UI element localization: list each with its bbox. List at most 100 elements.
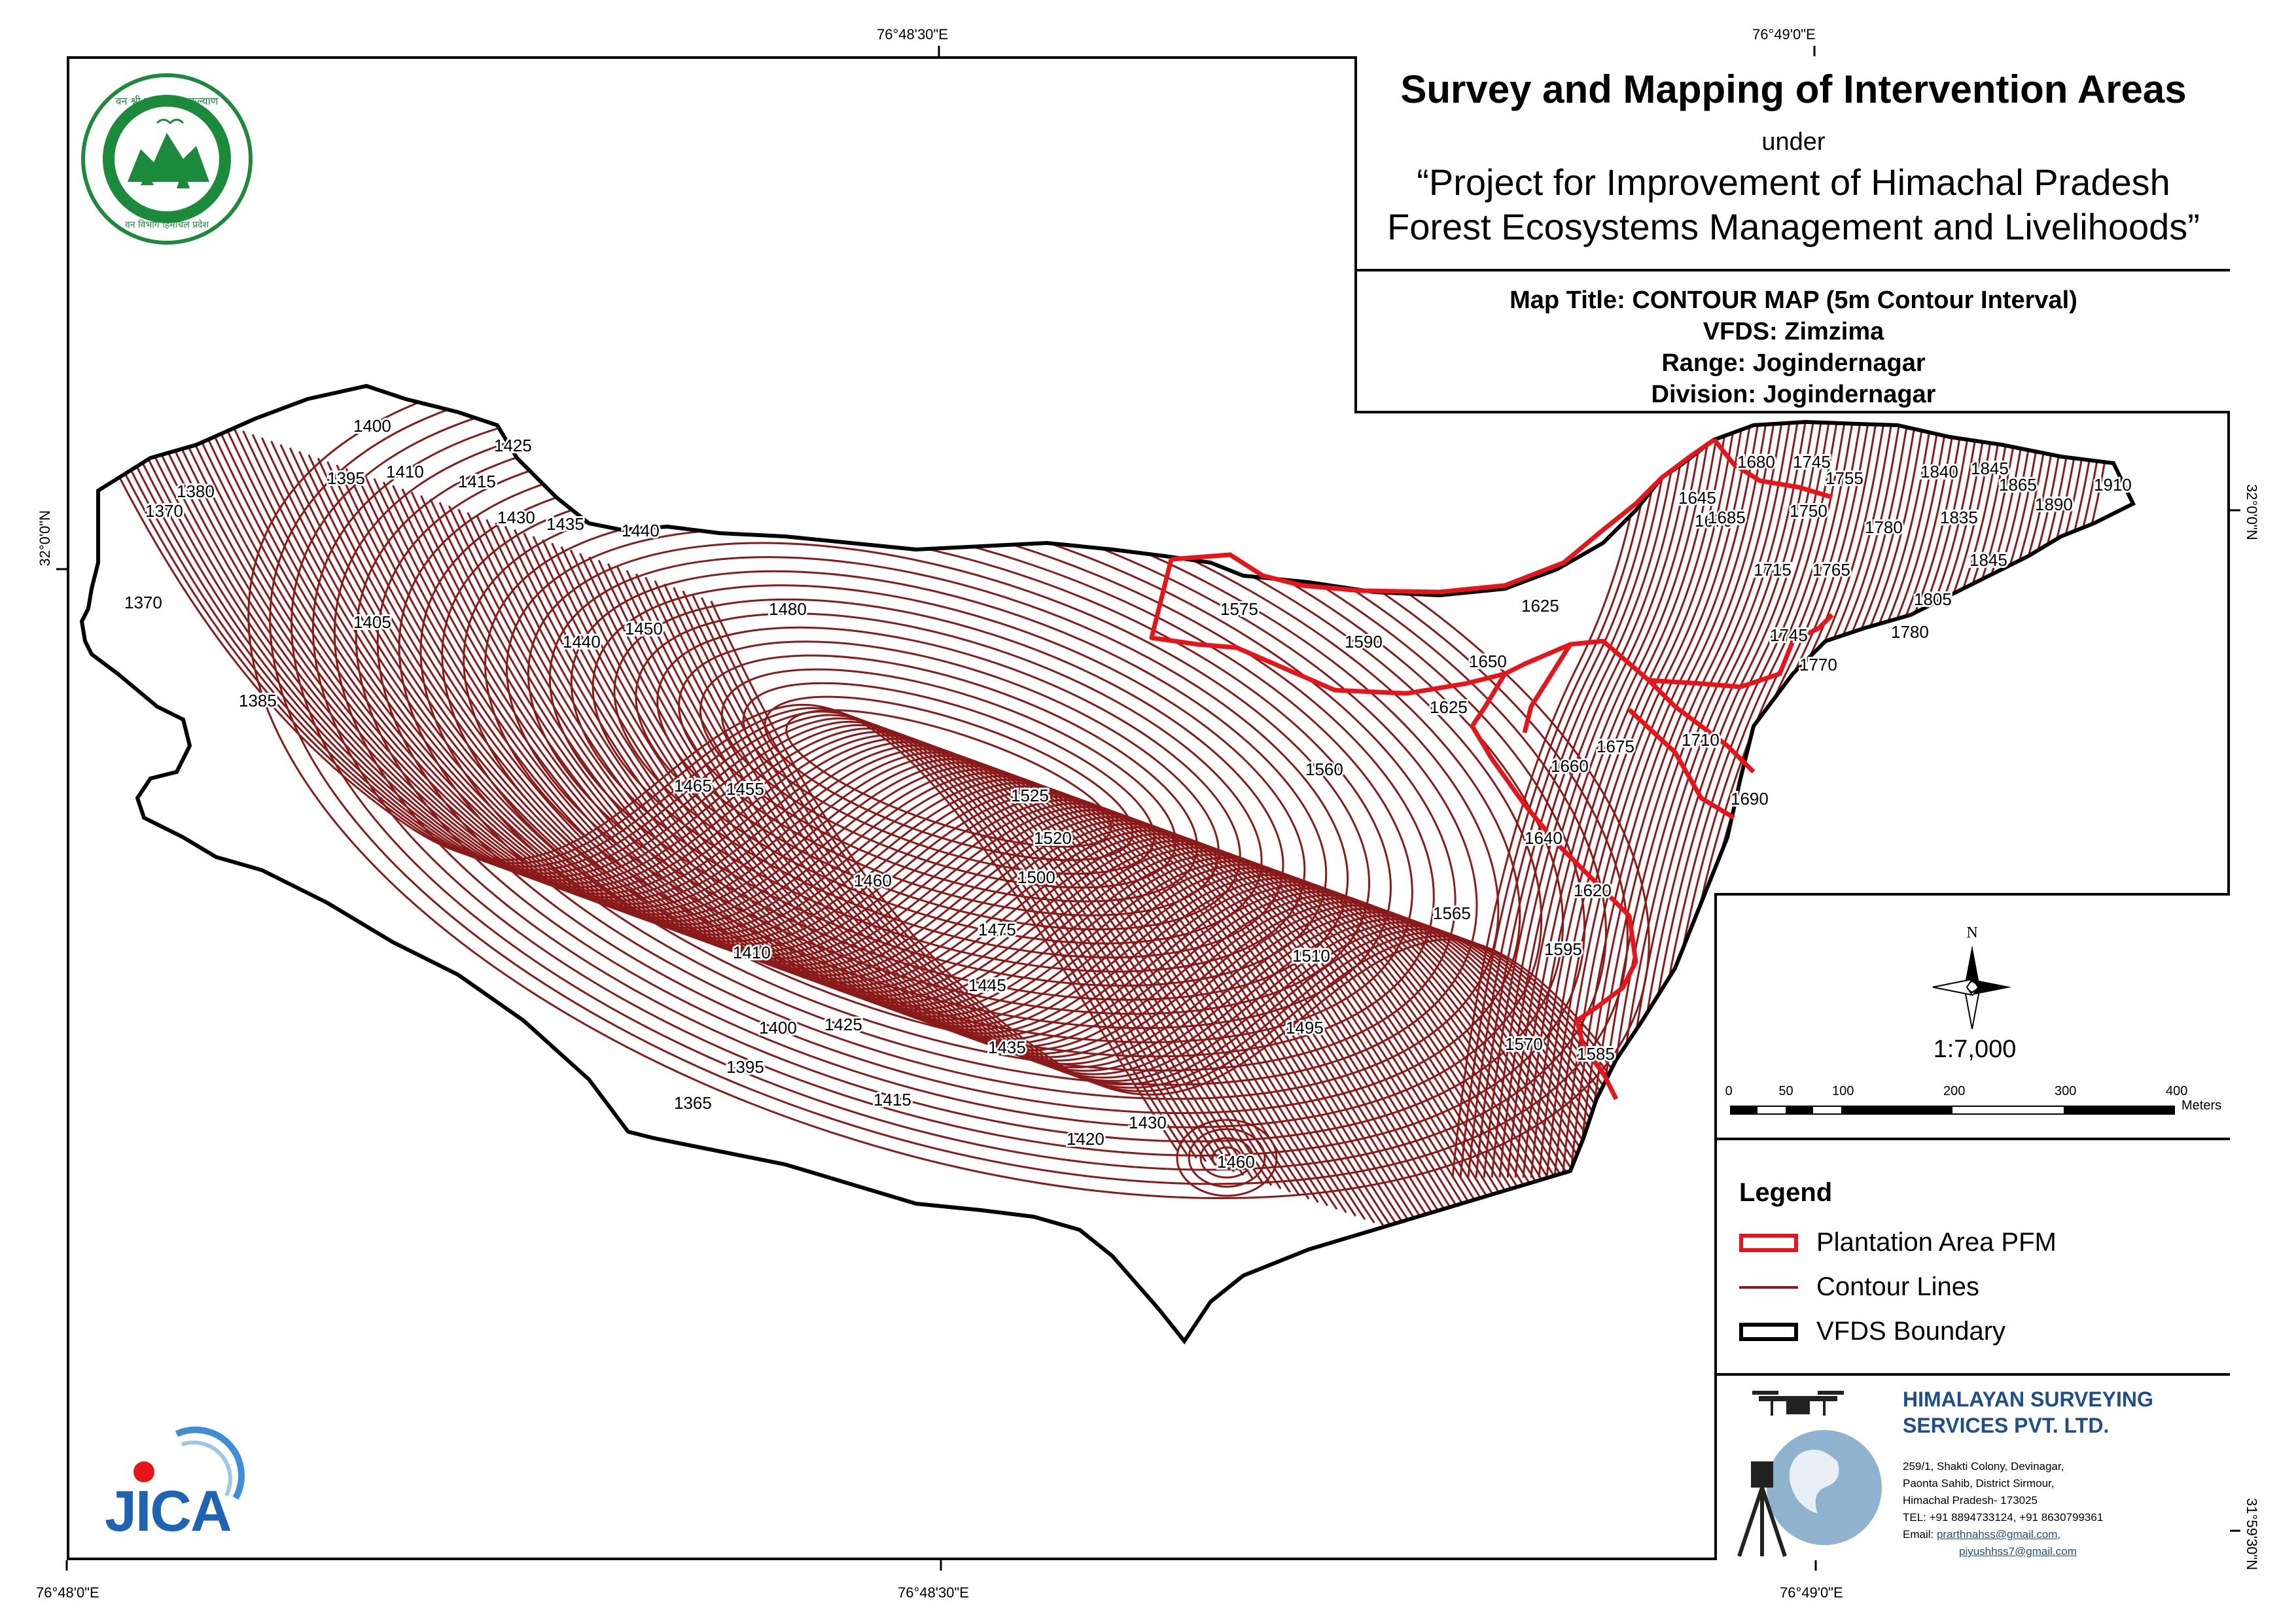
scale-unit: Meters [2181,1098,2222,1113]
contour-line [764,695,1134,862]
contour-line [720,668,1177,889]
forest-department-logo: वन श्री प्राण, विश्व कल्याण वन विभाग हिम… [81,73,253,245]
contour-label: 1840 [1920,462,1958,481]
north-arrow-icon: N [1932,924,2011,1030]
contour-line [506,527,1392,1030]
contour-line [186,410,1301,1196]
contour-line [635,573,1750,1341]
contour-label: 1435 [546,514,584,534]
company-email-2[interactable]: piyushhss7@gmail.com [1959,1545,2077,1558]
contour-label: 1435 [988,1038,1026,1057]
map-frame [67,56,2230,1560]
contour-line [476,515,1591,1302]
contour-line [355,428,1543,1128]
contour-line [420,495,1534,1282]
coord-bottom-2: 76°48'30"E [898,1584,969,1601]
contour-line [495,522,1610,1309]
contour-label: 1865 [1999,475,2037,495]
contour-label: 1845 [1969,550,2007,570]
contour-line [635,612,1263,945]
coord-right-1: 32°0'0"N [2244,484,2260,540]
main-title: Survey and Mapping of Intervention Areas [1400,67,2187,111]
contour-label: 1400 [353,416,391,436]
jica-text: JICA [105,1478,231,1543]
contour-line [504,525,1619,1312]
contour-line [223,423,1338,1210]
plantation-area [1149,438,1834,1100]
coord-top-1: 76°48'30"E [877,26,948,43]
company-email-row: Email: prarthnahss@gmail.com, [1903,1526,2060,1543]
contour-label: 1400 [759,1018,797,1038]
contour-label: 1910 [2094,475,2132,495]
company-tel: TEL: +91 8894733124, +91 8630799361 [1903,1511,2104,1524]
contour-label: 1370 [145,501,183,521]
company-email-1[interactable]: prarthnahss@gmail.com, [1936,1528,2061,1541]
contour-label: 1750 [1790,501,1828,521]
contour-label: 1475 [978,920,1016,939]
contour-line [1608,418,1807,1178]
division-name: Division: Jogindernagar [1651,381,1936,408]
jica-logo: JICA [105,1426,245,1543]
contour-line [527,542,1370,1015]
contour-line [699,654,1198,903]
contour-label: 1845 [1971,459,2009,478]
contour-label: 1465 [674,776,712,795]
project-line-1: “Project for Improvement of Himachal Pra… [1417,162,2170,203]
contour-line [569,550,1684,1336]
contour-label: 1710 [1682,730,1720,750]
contour-label: 1560 [1305,759,1343,779]
contour-line [742,682,1156,875]
contour-line [592,584,1306,973]
contour-label: 1510 [1292,946,1330,966]
contour-line [588,556,1703,1341]
legend-label-plantation: Plantation Area PFM [1816,1228,2057,1257]
contour-label: 1410 [733,943,771,962]
contour-line [1188,1128,1266,1188]
scale-tick-label: 200 [1943,1084,1966,1098]
company-logo [1737,1391,1882,1557]
contour-label: 1640 [1525,828,1563,848]
contour-label: 1380 [177,481,215,501]
contour-label: 1680 [1737,452,1775,472]
contour-label: 1780 [1865,517,1903,537]
contour-label: 1565 [1433,903,1471,923]
contour-label: 1745 [1793,452,1831,472]
contour-line [1483,418,1682,1178]
scale-bar: 0 50 100 200 300 400 Meters [1725,1084,2225,1117]
contour-label: 1620 [1574,881,1612,900]
contour-line [214,420,1329,1207]
company-address-1: 259/1, Shakti Colony, Devinagar, [1903,1460,2064,1473]
scale-tick-label: 100 [1831,1084,1854,1098]
contour-label: 1445 [968,975,1006,995]
contour-label: 1770 [1799,655,1837,674]
contour-label: 1670 [1695,511,1733,531]
contour-line [1211,1146,1243,1170]
contour-line [1176,1119,1278,1197]
contour-line [613,598,1284,959]
contour-label: 1440 [563,632,601,652]
company-name-2: SERVICES PVT. LTD. [1903,1414,2110,1437]
contour-line [678,640,1220,916]
contour-line [1514,418,1713,1178]
company-address-2: Paonta Sahib, District Sirmour, [1903,1477,2055,1490]
contour-label: 1415 [874,1090,911,1109]
contour-label: 1395 [726,1057,764,1077]
contour-label: 1385 [239,691,277,710]
contour-line [523,532,1637,1319]
contour-label: 1480 [769,599,807,619]
legend-item-contour: Contour Lines [1739,1272,1979,1302]
contour-line [532,536,1647,1322]
contour-line [1459,418,1658,1178]
contour-label: 1365 [674,1093,712,1113]
contour-label: 1405 [353,612,391,632]
vfds-boundary [79,383,2136,1345]
drone-icon [1752,1391,1844,1416]
plantation-swatch [1739,1233,1798,1252]
contour-line [1538,418,1737,1178]
contour-label: 1595 [1544,939,1582,959]
contour-label: 1590 [1345,632,1383,652]
contour-line [1522,418,1721,1178]
scale-tick-label: 300 [2054,1084,2077,1098]
contour-label: 1495 [1286,1018,1324,1038]
